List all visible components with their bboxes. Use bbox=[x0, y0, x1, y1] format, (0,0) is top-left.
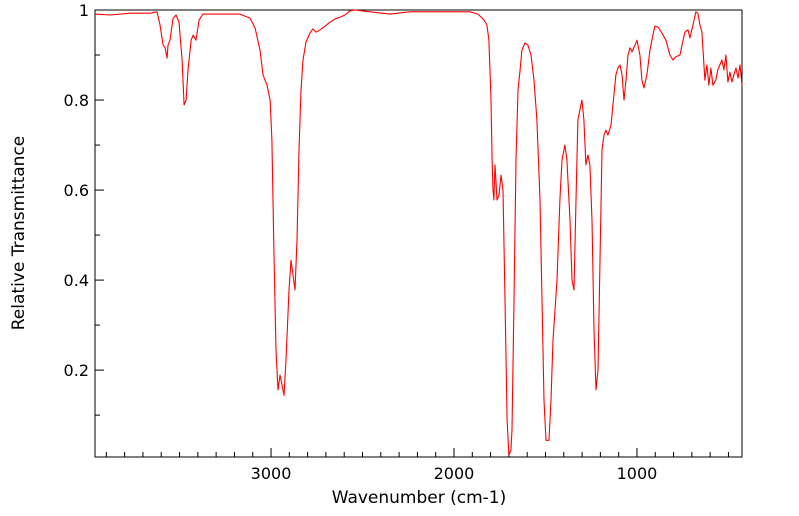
y-tick-label: 0.4 bbox=[64, 271, 89, 290]
y-tick-label: 0.6 bbox=[64, 181, 89, 200]
x-axis-label: Wavenumber (cm-1) bbox=[332, 488, 507, 508]
y-tick-label: 0.8 bbox=[64, 91, 89, 110]
y-axis-ticks bbox=[95, 9, 104, 416]
y-axis-label: Relative Transmittance bbox=[9, 136, 29, 331]
x-tick-label: 3000 bbox=[251, 464, 292, 483]
x-tick-label: 2000 bbox=[434, 464, 475, 483]
x-tick-label: 1000 bbox=[617, 464, 658, 483]
plot-frame bbox=[94, 9, 743, 458]
x-axis-ticks bbox=[105, 448, 729, 457]
spectrum-line bbox=[94, 9, 743, 456]
y-tick-label: 1 bbox=[79, 1, 89, 20]
y-tick-label: 0.2 bbox=[64, 361, 89, 380]
